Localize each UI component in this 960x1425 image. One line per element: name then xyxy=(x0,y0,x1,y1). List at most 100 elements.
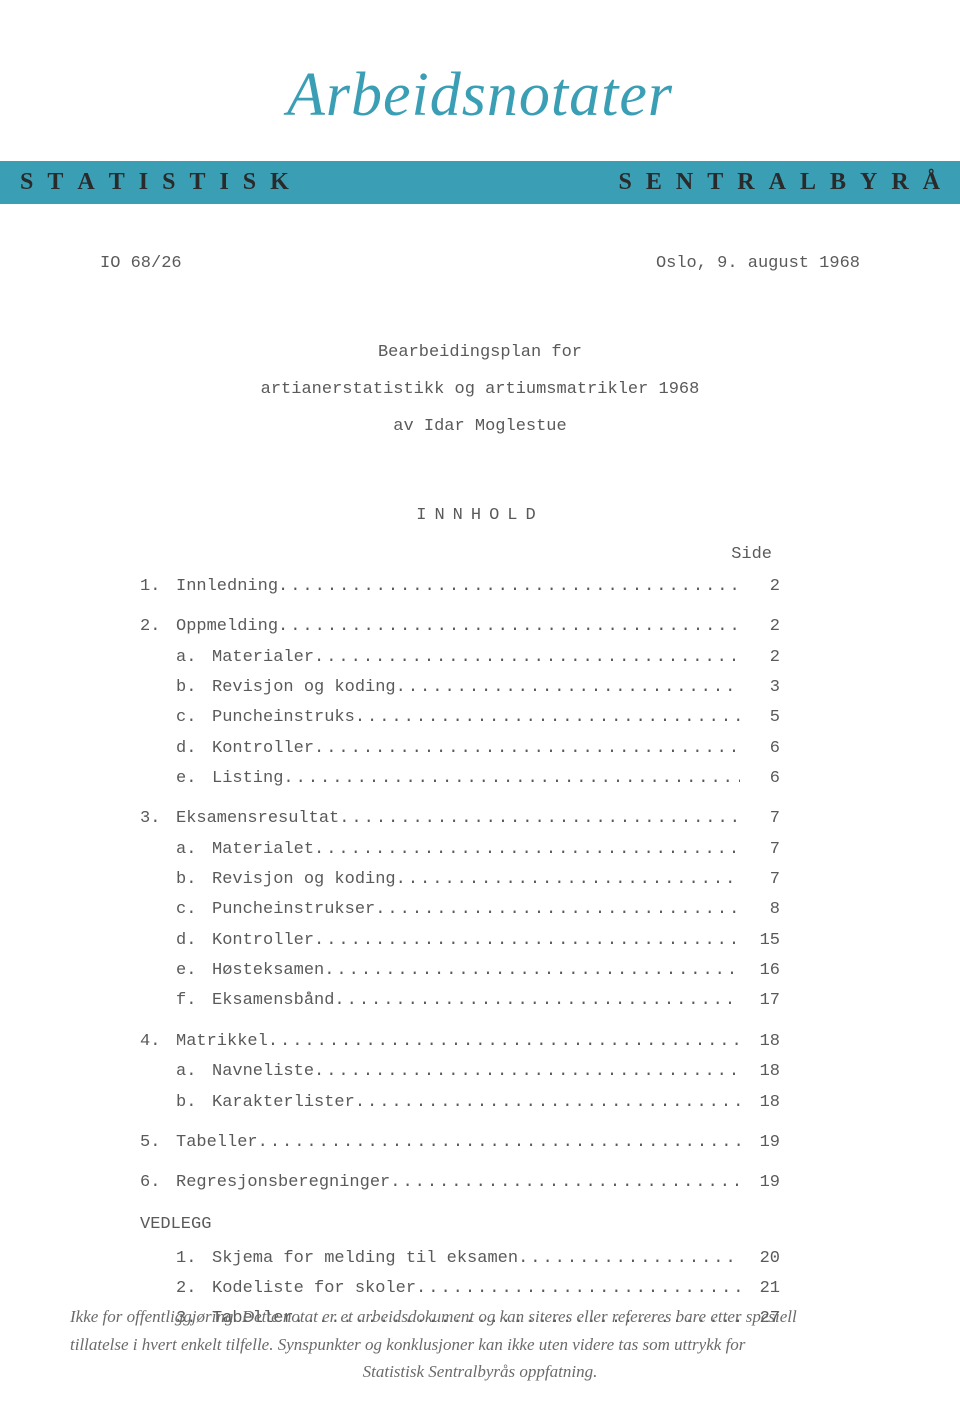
toc-item-page: 16 xyxy=(740,958,780,984)
banner-char: K xyxy=(270,169,289,196)
toc-item-label: Innledning xyxy=(176,574,278,600)
toc-item-page: 19 xyxy=(740,1130,780,1156)
toc-item-number: 6. xyxy=(140,1170,176,1196)
toc-item-label: Oppmelding xyxy=(176,614,278,640)
banner-char: R xyxy=(737,169,754,196)
toc-item-label: Navneliste xyxy=(212,1059,314,1085)
toc-dots: ........................................… xyxy=(314,928,740,954)
toc-item-number: c. xyxy=(176,705,212,731)
toc-dots: ........................................… xyxy=(314,645,740,671)
doc-date: Oslo, 9. august 1968 xyxy=(656,254,860,273)
toc-item-number: a. xyxy=(176,645,212,671)
footer-line-2: tillatelse i hvert enkelt tilfelle. Syns… xyxy=(70,1331,890,1358)
banner-char: S xyxy=(20,169,33,196)
toc-side-label: Side xyxy=(140,545,772,564)
toc-item-label: Materialer xyxy=(212,645,314,671)
toc-line: 4.Matrikkel ............................… xyxy=(140,1029,780,1055)
vedlegg-heading: VEDLEGG xyxy=(140,1215,780,1234)
banner-char: T xyxy=(707,169,723,196)
toc-item-page: 2 xyxy=(740,645,780,671)
toc-dots: ........................................… xyxy=(375,897,740,923)
toc-item-number: b. xyxy=(176,675,212,701)
toc-item-page: 18 xyxy=(740,1090,780,1116)
toc-item-label: Høsteksamen xyxy=(212,958,324,984)
banner-char: N xyxy=(676,169,693,196)
content-area: IO 68/26 Oslo, 9. august 1968 Bearbeidin… xyxy=(0,254,960,1333)
toc-item-page: 20 xyxy=(740,1246,780,1272)
toc-item-label: Revisjon og koding xyxy=(212,675,396,701)
toc-heading: INNHOLD xyxy=(100,506,860,525)
toc: Side 1.Innledning ......................… xyxy=(140,545,780,1333)
toc-item-label: Karakterlister xyxy=(212,1090,355,1116)
toc-item-label: Kontroller xyxy=(212,928,314,954)
org-banner: STATISTISK SENTRALBYRÅ xyxy=(0,161,960,204)
toc-dots: ........................................… xyxy=(278,614,740,640)
toc-section: 2.Oppmelding ...........................… xyxy=(140,614,780,792)
toc-item-page: 7 xyxy=(740,806,780,832)
toc-line: c.Puncheinstrukser .....................… xyxy=(140,897,780,923)
toc-line: e.Høsteksamen ..........................… xyxy=(140,958,780,984)
toc-dots: ........................................… xyxy=(314,1059,740,1085)
toc-dots: ........................................… xyxy=(268,1029,740,1055)
toc-line: a.Navneliste ...........................… xyxy=(140,1059,780,1085)
toc-item-page: 3 xyxy=(740,675,780,701)
banner-char: Y xyxy=(860,169,877,196)
title-line-3: av Idar Moglestue xyxy=(100,417,860,436)
toc-line: d.Kontroller ...........................… xyxy=(140,928,780,954)
toc-dots: ........................................… xyxy=(283,766,740,792)
toc-section: 1.Innledning ...........................… xyxy=(140,574,780,600)
toc-item-number: 4. xyxy=(140,1029,176,1055)
toc-dots: ........................................… xyxy=(324,958,740,984)
toc-item-page: 17 xyxy=(740,988,780,1014)
toc-line: 3.Eksamensresultat .....................… xyxy=(140,806,780,832)
toc-section: 5.Tabeller .............................… xyxy=(140,1130,780,1156)
banner-word-right: SENTRALBYRÅ xyxy=(619,169,940,196)
toc-item-page: 18 xyxy=(740,1029,780,1055)
toc-dots: ........................................… xyxy=(314,736,740,762)
banner-word-left: STATISTISK xyxy=(20,169,289,196)
banner-char: I xyxy=(219,169,228,196)
script-title: Arbeidsnotater xyxy=(0,60,960,131)
toc-dots: ........................................… xyxy=(258,1130,740,1156)
footer-line-1: Ikke for offentliggjøring. Dette notat e… xyxy=(70,1303,890,1330)
toc-dots: ........................................… xyxy=(355,705,740,731)
toc-item-label: Revisjon og koding xyxy=(212,867,396,893)
banner-char: L xyxy=(800,169,816,196)
toc-item-label: Matrikkel xyxy=(176,1029,268,1055)
footer-notice: Ikke for offentliggjøring. Dette notat e… xyxy=(70,1303,890,1385)
toc-item-page: 21 xyxy=(740,1276,780,1302)
toc-item-number: 3. xyxy=(140,806,176,832)
toc-line: b.Karakterlister .......................… xyxy=(140,1090,780,1116)
toc-item-label: Materialet xyxy=(212,837,314,863)
toc-item-page: 5 xyxy=(740,705,780,731)
toc-item-page: 2 xyxy=(740,574,780,600)
toc-dots: ........................................… xyxy=(314,837,740,863)
toc-line: a.Materialer ...........................… xyxy=(140,645,780,671)
toc-item-label: Regresjonsberegninger xyxy=(176,1170,390,1196)
toc-line: 6.Regresjonsberegninger ................… xyxy=(140,1170,780,1196)
toc-dots: ........................................… xyxy=(278,574,740,600)
banner-char: T xyxy=(189,169,205,196)
toc-dots: ........................................… xyxy=(396,675,740,701)
toc-item-label: Eksamensresultat xyxy=(176,806,339,832)
banner-char: A xyxy=(77,169,94,196)
toc-item-number: 2. xyxy=(176,1276,212,1302)
toc-item-number: 5. xyxy=(140,1130,176,1156)
toc-line: 5.Tabeller .............................… xyxy=(140,1130,780,1156)
banner-char: S xyxy=(162,169,175,196)
title-block: Bearbeidingsplan for artianerstatistikk … xyxy=(100,343,860,436)
toc-item-number: b. xyxy=(176,1090,212,1116)
toc-item-number: d. xyxy=(176,928,212,954)
toc-line: a.Materialet ...........................… xyxy=(140,837,780,863)
toc-line: d.Kontroller ...........................… xyxy=(140,736,780,762)
banner-char: A xyxy=(769,169,786,196)
doc-header: IO 68/26 Oslo, 9. august 1968 xyxy=(100,254,860,273)
toc-item-number: b. xyxy=(176,867,212,893)
toc-item-number: c. xyxy=(176,897,212,923)
toc-item-number: 1. xyxy=(140,574,176,600)
toc-dots: ........................................… xyxy=(355,1090,740,1116)
banner-char: I xyxy=(139,169,148,196)
toc-item-page: 15 xyxy=(740,928,780,954)
banner-char: T xyxy=(47,169,63,196)
toc-line: c.Puncheinstruks .......................… xyxy=(140,705,780,731)
